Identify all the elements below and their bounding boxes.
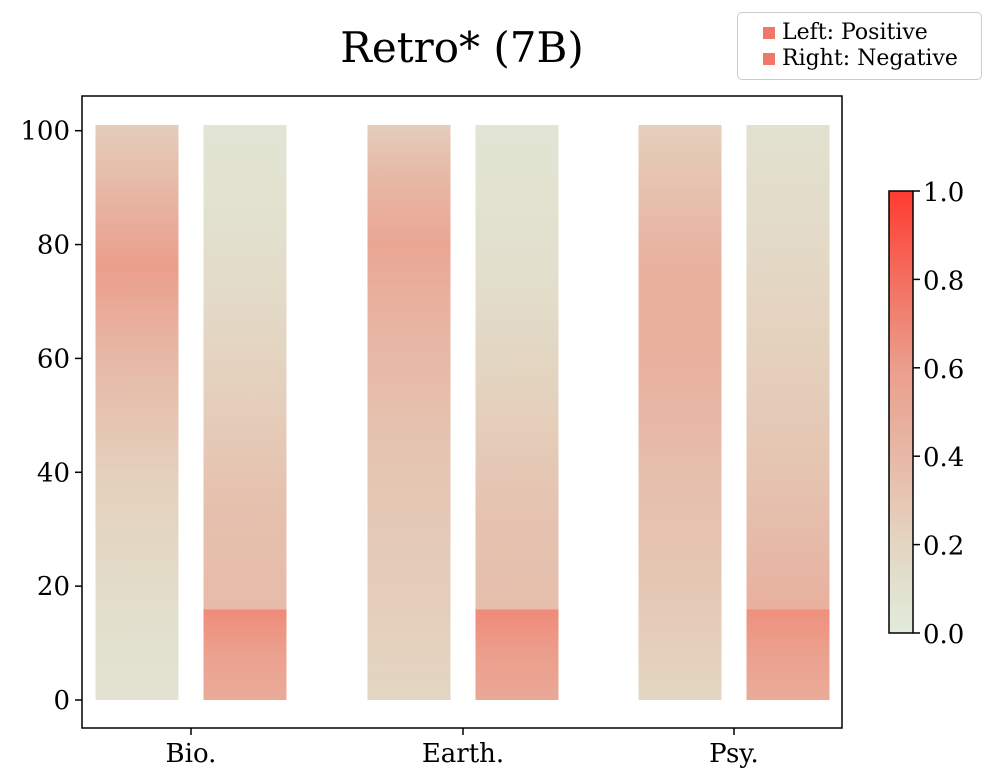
bar-earth-negative <box>475 125 559 700</box>
y-tick-label: 40 <box>37 458 70 488</box>
chart-title: Retro* (7B) <box>340 23 584 72</box>
legend: Left: Positive Right: Negative <box>737 12 982 80</box>
colorbar-tick-label: 0.6 <box>923 355 964 385</box>
y-tick-label: 80 <box>37 231 70 261</box>
legend-swatch-positive <box>763 27 775 39</box>
bar-psy-positive <box>638 125 722 700</box>
bar-bio-negative <box>203 125 287 700</box>
legend-label-negative: Right: Negative <box>782 46 958 71</box>
colorbar-fill <box>888 190 914 634</box>
colorbar-tick-label: 0.8 <box>923 266 964 296</box>
y-tick-label: 60 <box>37 344 70 374</box>
colorbar-tick-label: 0.0 <box>923 620 964 650</box>
y-axis: 0 20 40 60 80 100 <box>20 117 82 716</box>
colorbar-tick-label: 1.0 <box>923 178 964 208</box>
y-tick-label: 20 <box>37 572 70 602</box>
colorbar-tick-label: 0.4 <box>923 443 964 473</box>
x-tick-label: Psy. <box>709 739 759 769</box>
x-axis: Bio. Earth. Psy. <box>166 728 759 769</box>
legend-swatch-negative <box>763 53 775 65</box>
bar-psy-negative <box>746 125 830 700</box>
colorbar: 0.0 0.2 0.4 0.6 0.8 1.0 <box>888 178 964 650</box>
colorbar-tick-label: 0.2 <box>923 532 964 562</box>
legend-item-negative: Right: Negative <box>763 46 958 72</box>
bars-group <box>95 125 830 700</box>
axes-frame <box>81 95 843 729</box>
x-tick-label: Earth. <box>422 739 504 769</box>
legend-item-positive: Left: Positive <box>763 20 928 46</box>
y-tick-label: 100 <box>20 117 70 147</box>
x-tick-label: Bio. <box>166 739 217 769</box>
legend-label-positive: Left: Positive <box>782 20 928 45</box>
y-tick-label: 0 <box>53 686 70 716</box>
bar-earth-positive <box>367 125 451 700</box>
bar-bio-positive <box>95 125 179 700</box>
